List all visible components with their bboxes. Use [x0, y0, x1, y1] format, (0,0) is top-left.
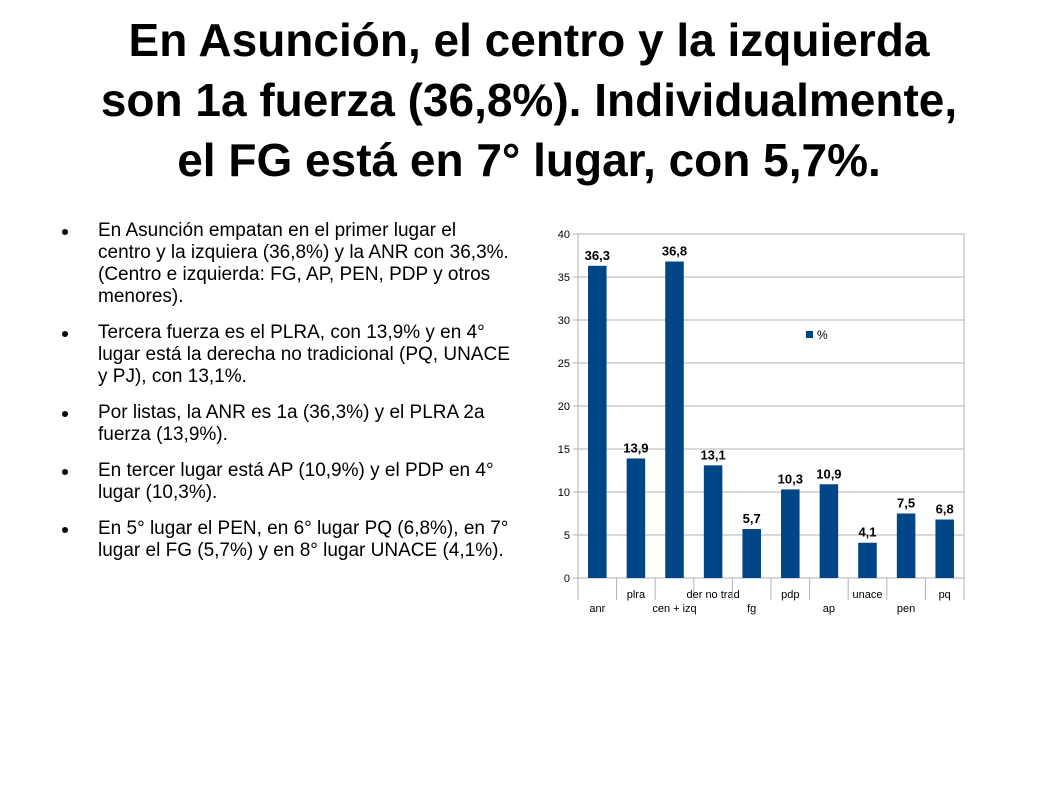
bar — [896, 513, 916, 578]
slide-title: En Asunción, el centro y la izquierda so… — [20, 10, 1038, 190]
data-label: 10,3 — [778, 471, 803, 486]
x-tick-label: ap — [823, 603, 835, 615]
bullet-text: En Asunción empatan en el primer lugar e… — [98, 220, 509, 307]
data-label: 5,7 — [743, 511, 761, 526]
bar — [819, 484, 839, 578]
data-label: 13,1 — [700, 447, 725, 462]
bar — [781, 489, 800, 578]
x-tick-label: plra — [627, 589, 646, 601]
bullet-text: Por listas, la ANR es 1a (36,3%) y el PL… — [98, 402, 485, 445]
data-label: 6,8 — [936, 502, 954, 517]
y-tick-label: 35 — [558, 272, 570, 284]
bar — [935, 519, 954, 578]
legend-swatch — [806, 331, 813, 338]
legend-label: % — [817, 328, 828, 342]
bar — [665, 261, 684, 578]
bullet-dot-icon — [62, 469, 68, 475]
bar — [626, 458, 646, 578]
bullet-item: En 5° lugar el PEN, en 6° lugar PQ (6,8%… — [62, 518, 512, 562]
bullet-item: Tercera fuerza es el PLRA, con 13,9% y e… — [62, 322, 512, 388]
data-label: 7,5 — [897, 496, 915, 511]
data-label: 36,3 — [585, 248, 610, 263]
data-label: 36,8 — [662, 244, 687, 259]
title-line-2: son 1a fuerza (36,8%). Individualmente, — [100, 74, 958, 126]
bar — [588, 265, 607, 578]
data-label: 4,1 — [858, 525, 876, 540]
y-tick-label: 5 — [564, 530, 570, 542]
y-tick-label: 15 — [558, 444, 570, 456]
y-tick-label: 20 — [558, 401, 570, 413]
bullet-text: En 5° lugar el PEN, en 6° lugar PQ (6,8%… — [98, 518, 509, 561]
title-line-3: el FG está en 7° lugar, con 5,7%. — [177, 134, 881, 186]
y-tick-label: 0 — [564, 573, 570, 585]
bullet-dot-icon — [62, 527, 68, 533]
title-line-1: En Asunción, el centro y la izquierda — [128, 14, 930, 66]
x-tick-label: cen + izq — [652, 603, 696, 615]
x-tick-label: anr — [589, 603, 605, 615]
bullet-list: En Asunción empatan en el primer lugar e… — [62, 220, 512, 576]
bullet-dot-icon — [62, 229, 68, 235]
y-tick-label: 40 — [558, 229, 570, 241]
bar — [703, 465, 723, 578]
x-tick-label: fg — [747, 603, 756, 615]
bullet-dot-icon — [62, 411, 68, 417]
bullet-dot-icon — [62, 331, 68, 337]
bullet-item: En Asunción empatan en el primer lugar e… — [62, 220, 512, 308]
bar — [742, 528, 761, 578]
x-tick-label: unace — [853, 589, 883, 601]
y-tick-label: 30 — [558, 315, 570, 327]
y-tick-label: 25 — [558, 358, 570, 370]
data-label: 10,9 — [816, 466, 841, 481]
bar — [858, 542, 877, 578]
chart-svg: 0 5 10 15 20 25 30 35 40 36,3 anr 13,9 plra 36,8 cen +… — [558, 229, 965, 615]
y-tick-label: 10 — [558, 487, 570, 499]
x-tick-label: pen — [897, 603, 915, 615]
bullet-text: Tercera fuerza es el PLRA, con 13,9% y e… — [98, 322, 510, 387]
bullet-text: En tercer lugar está AP (10,9%) y el PDP… — [98, 460, 494, 503]
x-tick-label: der no trad — [686, 589, 739, 601]
x-tick-label: pdp — [781, 589, 799, 601]
bullet-item: Por listas, la ANR es 1a (36,3%) y el PL… — [62, 402, 512, 446]
bullet-item: En tercer lugar está AP (10,9%) y el PDP… — [62, 460, 512, 504]
x-tick-label: pq — [939, 589, 951, 601]
bar-chart: 0 5 10 15 20 25 30 35 40 36,3 anr 13,9 plra 36,8 cen +… — [540, 222, 970, 622]
data-label: 13,9 — [623, 440, 648, 455]
